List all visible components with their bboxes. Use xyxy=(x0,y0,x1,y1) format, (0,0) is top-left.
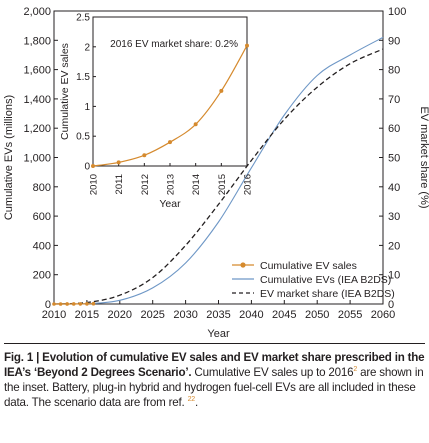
inset-y-tick-label: 2.5 xyxy=(76,13,90,24)
x-tick-label: 2035 xyxy=(206,309,230,321)
y2-tick-label: 0 xyxy=(388,299,394,311)
y2-axis-label: EV market share (%) xyxy=(418,106,429,208)
legend-label: EV market share (IEA B2DS) xyxy=(260,288,395,300)
x-axis-label: Year xyxy=(207,328,230,340)
series-line-ev-market-share xyxy=(53,48,384,305)
inset-data-point xyxy=(142,153,147,158)
caption-title: Fig. 1 | Evolution of cumulative EV sale… xyxy=(4,351,425,379)
y-tick-label: 2,000 xyxy=(23,6,51,18)
inset-x-tick-label: 2014 xyxy=(191,174,202,195)
inset-x-axis-label: Year xyxy=(159,198,181,210)
x-tick-label: 2025 xyxy=(140,309,164,321)
series-line-cumulative-evs-iea xyxy=(53,36,384,305)
chart: 02004006008001,0001,2001,4001,6001,8002,… xyxy=(3,6,429,340)
y2-tick-label: 30 xyxy=(388,211,400,223)
inset-data-point xyxy=(245,43,249,48)
y-tick-label: 1,400 xyxy=(23,94,51,106)
y2-tick-label: 70 xyxy=(388,94,400,106)
x-tick-label: 2030 xyxy=(173,309,197,321)
caption-ref-1[interactable]: 2 xyxy=(353,366,358,374)
y2-tick-label: 60 xyxy=(388,123,400,135)
y-tick-label: 800 xyxy=(33,182,51,194)
inset-data-point xyxy=(116,160,121,165)
data-point-ev-sales xyxy=(52,302,56,306)
y-tick-label: 1,000 xyxy=(23,153,51,165)
caption-text-2: are shown in the inset. Battery, plug-in… xyxy=(4,366,424,409)
y2-tick-label: 40 xyxy=(388,182,400,194)
y-tick-label: 0 xyxy=(45,299,51,311)
inset-y-axis-label: Cumulative EV sales xyxy=(59,43,71,140)
x-tick-label: 2045 xyxy=(272,309,296,321)
inset-y-tick-label: 0.5 xyxy=(76,132,90,143)
inset-x-tick-label: 2010 xyxy=(89,174,100,195)
y2-tick-label: 10 xyxy=(388,270,400,282)
y-axis-label: Cumulative EVs (millions) xyxy=(3,95,15,220)
y-tick-label: 1,200 xyxy=(23,123,51,135)
data-point-ev-sales xyxy=(65,302,69,306)
inset-annotation: 2016 EV market share: 0.2% xyxy=(110,39,238,50)
inset-y-tick-label: 2 xyxy=(84,42,90,53)
legend-marker-ev-sales xyxy=(240,262,246,268)
caption-text-3: . xyxy=(194,396,199,409)
inset-data-point xyxy=(168,140,172,145)
inset-data-point xyxy=(219,88,224,93)
data-point-ev-sales xyxy=(78,302,83,306)
y-tick-label: 600 xyxy=(33,211,51,223)
x-tick-label: 2015 xyxy=(75,309,99,321)
inset-x-tick-label: 2011 xyxy=(114,174,125,194)
y2-tick-label: 50 xyxy=(388,153,400,165)
figure-caption: Fig. 1 | Evolution of cumulative EV sale… xyxy=(4,350,426,410)
y2-tick-label: 100 xyxy=(388,6,406,18)
data-point-ev-sales xyxy=(71,302,76,306)
data-point-ev-sales xyxy=(91,301,96,306)
inset-x-tick-label: 2013 xyxy=(166,174,177,195)
inset-y-tick-label: 1.5 xyxy=(76,72,90,83)
inset-y-tick-label: 0 xyxy=(84,162,90,173)
inset-x-tick-label: 2016 xyxy=(243,174,254,195)
legend-label: Cumulative EV sales xyxy=(260,260,357,272)
x-tick-label: 2040 xyxy=(239,309,263,321)
y-tick-label: 200 xyxy=(33,270,51,282)
y-tick-label: 400 xyxy=(33,240,51,252)
x-tick-label: 2055 xyxy=(338,309,362,321)
data-point-ev-sales xyxy=(58,302,63,306)
x-tick-label: 2020 xyxy=(108,309,132,321)
caption-divider xyxy=(4,343,425,344)
caption-ref-2[interactable]: 22 xyxy=(187,396,196,404)
x-tick-label: 2010 xyxy=(42,309,66,321)
inset-data-point xyxy=(91,164,95,168)
inset-x-tick-label: 2015 xyxy=(217,174,228,195)
y-tick-label: 1,600 xyxy=(23,65,51,77)
y2-tick-label: 90 xyxy=(388,35,400,47)
x-tick-label: 2060 xyxy=(371,309,395,321)
y2-tick-label: 20 xyxy=(388,240,400,252)
legend-label: Cumulative EVs (IEA B2DS) xyxy=(260,274,391,286)
y-tick-label: 1,800 xyxy=(23,35,51,47)
y2-tick-label: 80 xyxy=(388,65,400,77)
caption-text-1: Cumulative EV sales up to 2016 xyxy=(191,366,354,379)
inset-data-point xyxy=(193,122,198,127)
x-tick-label: 2050 xyxy=(305,309,329,321)
inset-y-tick-label: 1 xyxy=(84,102,90,113)
data-point-ev-sales xyxy=(85,302,89,306)
inset-x-tick-label: 2012 xyxy=(140,174,151,195)
